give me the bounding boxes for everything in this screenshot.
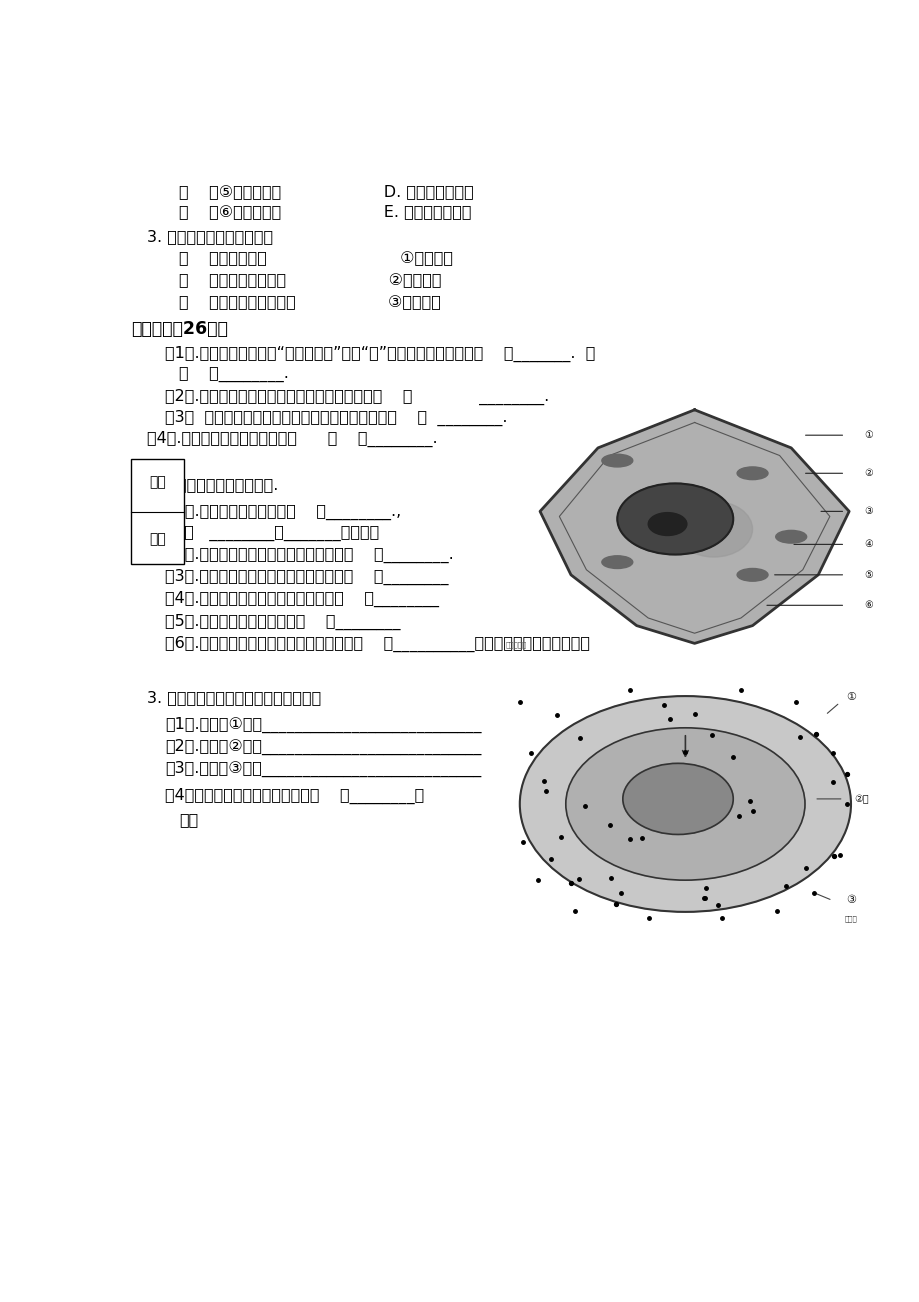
Text: （1）.位于细胞最外层的是（    ）________.,: （1）.位于细胞最外层的是（ ）________.,	[165, 504, 401, 521]
Ellipse shape	[617, 483, 732, 555]
Text: （    ）⑥细准焦螺旋                    E. 大范围升降镜筒: （ ）⑥细准焦螺旋 E. 大范围升降镜筒	[179, 204, 471, 219]
Text: 四．填图（26分）: 四．填图（26分）	[130, 320, 227, 337]
Text: （    ）⑤粗准焦螺旋                    D. 小范围升降镜筒: （ ）⑤粗准焦螺旋 D. 小范围升降镜筒	[179, 184, 473, 199]
Text: ②: ②	[864, 469, 872, 478]
Text: ④: ④	[864, 539, 872, 549]
Text: （4）.在植物体的绿色部分细胞里还有（    ）________: （4）.在植物体的绿色部分细胞里还有（ ）________	[165, 591, 438, 608]
Ellipse shape	[622, 763, 732, 835]
Text: （1）.图中的①表示___________________________: （1）.图中的①表示___________________________	[165, 716, 481, 733]
Text: ①: ①	[864, 430, 872, 440]
Text: 班级: 班级	[149, 475, 165, 490]
Text: ③: ③	[864, 506, 872, 517]
Ellipse shape	[601, 454, 632, 467]
Ellipse shape	[519, 697, 850, 911]
Text: 选择: 选择	[179, 812, 199, 828]
Text: 3. 下图为物质进出细胞图，请据图回答: 3. 下图为物质进出细胞图，请据图回答	[147, 690, 321, 706]
Text: （1）.关于显微镜的使用“取镜和安放”中的“安”主要是安放好图中的（    ）_______.  和: （1）.关于显微镜的使用“取镜和安放”中的“安”主要是安放好图中的（ ）____…	[165, 345, 595, 362]
Text: （3）.未成熟的番茄内的酸味物质存在于（    ）________: （3）.未成熟的番茄内的酸味物质存在于（ ）________	[165, 569, 448, 586]
Ellipse shape	[736, 569, 767, 581]
Text: （    ）老虎吃野猪                          ①合作关系: （ ）老虎吃野猪 ①合作关系	[179, 251, 453, 266]
Text: 2. 根据植物细胞模式图填空.: 2. 根据植物细胞模式图填空.	[147, 478, 278, 492]
Text: 3. 判断下列生物之间的关系: 3. 判断下列生物之间的关系	[147, 229, 273, 243]
Ellipse shape	[775, 530, 806, 543]
Ellipse shape	[601, 556, 632, 569]
Text: （    ）________.: （ ）________.	[179, 367, 289, 383]
Text: 它具有   ________和_______的作用。: 它具有 ________和_______的作用。	[165, 526, 379, 540]
Text: （6）.在生命活动旺盛的细胞中，可以看到（    ）__________缓缓流动，它的流动能促进: （6）.在生命活动旺盛的细胞中，可以看到（ ）__________缓缓流动，它的…	[165, 635, 589, 651]
Text: （4）物质能够进入细胞，要经过（    ）________的: （4）物质能够进入细胞，要经过（ ）________的	[165, 788, 424, 803]
Bar	[130, 460, 184, 564]
Text: （3）  使看到的物像更清晰，应轻微调节的结构是（    ）  ________.: （3） 使看到的物像更清晰，应轻微调节的结构是（ ） ________.	[165, 410, 507, 426]
Ellipse shape	[736, 467, 767, 479]
Text: （2）.图中的②表示___________________________: （2）.图中的②表示___________________________	[165, 738, 481, 755]
Text: ②细: ②细	[854, 794, 868, 803]
Text: ⑤: ⑤	[864, 570, 872, 579]
Text: （4）.取显微镜时，搓镜的部位是      （    ）________.: （4）.取显微镜时，搓镜的部位是 （ ）________.	[147, 431, 437, 447]
Text: 细胞物: 细胞物	[844, 915, 857, 922]
Text: （    ）田里的水稻与杂草                  ③捕食关系: （ ）田里的水稻与杂草 ③捕食关系	[179, 296, 440, 310]
Text: ③: ③	[845, 896, 855, 905]
Text: （2）.取显微镜的时候，手搓显微镜的部位应是（    ）             ________.: （2）.取显微镜的时候，手搓显微镜的部位应是（ ） ________.	[165, 389, 549, 405]
Text: （5）.一个细胞的控制中心是（    ）________: （5）.一个细胞的控制中心是（ ）________	[165, 613, 400, 630]
Ellipse shape	[648, 513, 686, 535]
Text: （2）.低倍物镜下不能看清的细胞结构是（    ）________.: （2）.低倍物镜下不能看清的细胞结构是（ ）________.	[165, 547, 453, 564]
Ellipse shape	[675, 501, 752, 557]
Ellipse shape	[565, 728, 804, 880]
Text: ①: ①	[845, 693, 855, 702]
Text: 细胞模式图: 细胞模式图	[505, 642, 526, 648]
Text: （    ）许多蜜蜂在酿蜜                    ②竞争关系: （ ）许多蜜蜂在酿蜜 ②竞争关系	[179, 273, 441, 288]
Text: ⑥: ⑥	[864, 600, 872, 611]
Text: （3）.图中的③表示___________________________: （3）.图中的③表示___________________________	[165, 760, 481, 777]
Polygon shape	[539, 410, 848, 643]
Text: 姓名: 姓名	[149, 533, 165, 546]
